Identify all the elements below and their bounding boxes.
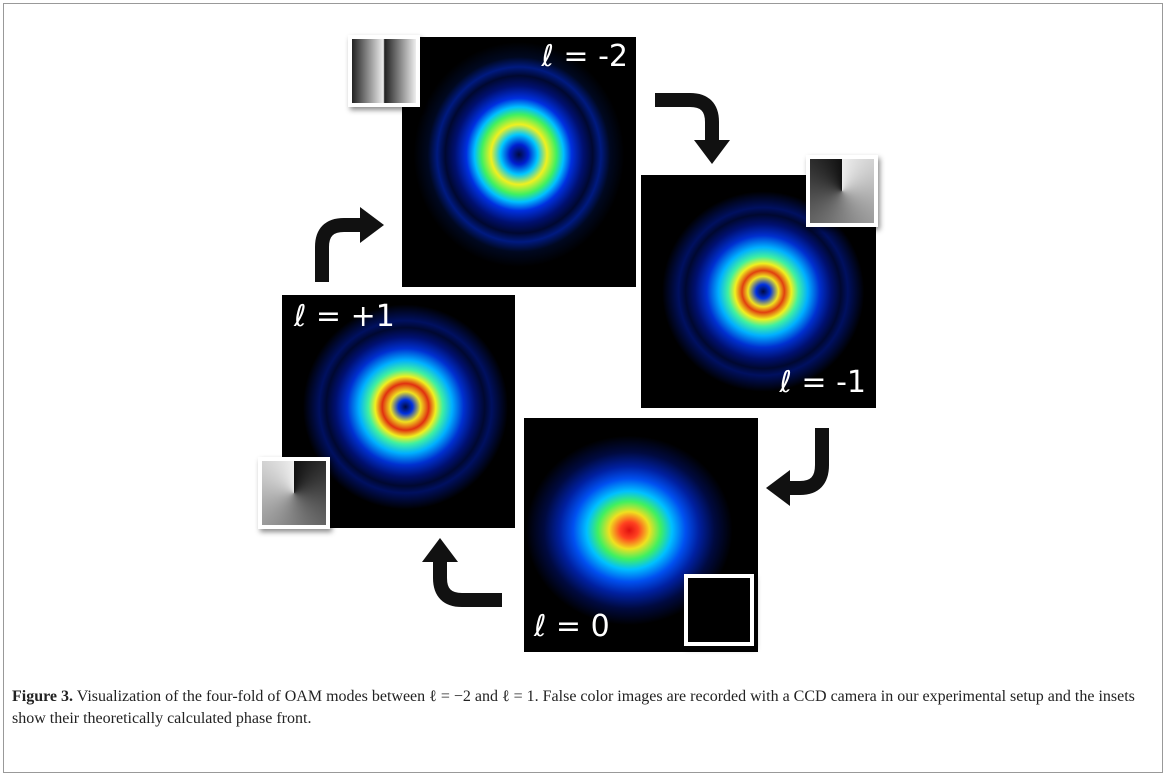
arrow-head	[360, 207, 384, 243]
arrows	[0, 0, 1168, 769]
caption-label: Figure 3.	[12, 688, 73, 705]
arrow	[655, 100, 712, 142]
arrow	[788, 428, 822, 488]
arrow-head	[422, 538, 458, 562]
page: ℓ = -2 ℓ = -1 ℓ = 0 ℓ = +1 Figure 3. Vis…	[0, 0, 1168, 769]
arrow	[322, 225, 362, 282]
arrow	[440, 560, 502, 600]
caption-text: Visualization of the four-fold of OAM mo…	[12, 688, 1135, 727]
arrow-head	[766, 470, 790, 506]
caption: Figure 3. Visualization of the four-fold…	[12, 686, 1152, 730]
arrow-head	[694, 140, 730, 164]
